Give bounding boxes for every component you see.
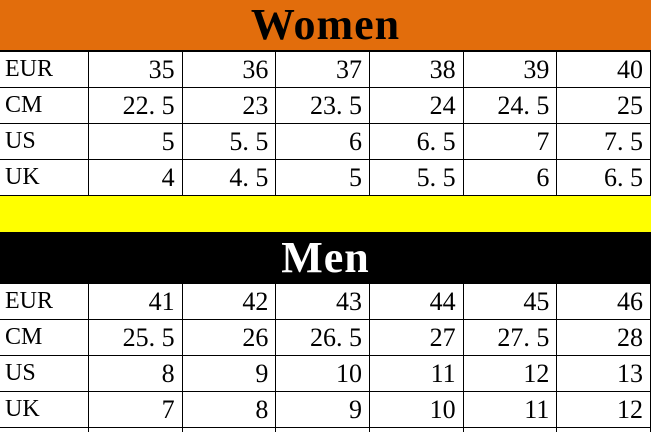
size-value-cell: 24. 5 bbox=[463, 88, 558, 124]
size-value-cell: 4 bbox=[89, 160, 183, 196]
size-row-women-cm: CM 22. 5 23 23. 5 24 24. 5 25 bbox=[0, 88, 651, 124]
row-label-cell: UK bbox=[0, 160, 89, 196]
size-value-cell: 9 bbox=[182, 356, 277, 392]
size-value-cell: 13 bbox=[557, 356, 651, 392]
size-value-cell: 42 bbox=[182, 284, 277, 320]
stub-cell bbox=[369, 428, 464, 432]
stub-cell bbox=[0, 428, 89, 432]
size-value-cell: 12 bbox=[463, 356, 558, 392]
size-value-cell: 24 bbox=[369, 88, 464, 124]
size-row-women-eur: EUR 35 36 37 38 39 40 bbox=[0, 52, 651, 88]
size-value-cell: 5. 5 bbox=[369, 160, 464, 196]
size-value-cell: 25 bbox=[557, 88, 651, 124]
size-row-men-uk: UK 7 8 9 10 11 12 bbox=[0, 392, 651, 428]
size-value-cell: 25. 5 bbox=[89, 320, 183, 356]
row-label-cell: CM bbox=[0, 88, 89, 124]
size-value-cell: 6. 5 bbox=[369, 124, 464, 160]
size-value-cell: 6 bbox=[276, 124, 370, 160]
size-value-cell: 27. 5 bbox=[463, 320, 558, 356]
size-value-cell: 8 bbox=[89, 356, 183, 392]
size-value-cell: 5 bbox=[89, 124, 183, 160]
size-value-cell: 27 bbox=[369, 320, 464, 356]
stub-cell bbox=[276, 428, 370, 432]
men-size-table: EUR 41 42 43 44 45 46 CM 25. 5 26 26. 5 … bbox=[0, 283, 651, 428]
size-value-cell: 38 bbox=[369, 52, 464, 88]
men-banner: Men bbox=[0, 232, 651, 283]
size-value-cell: 45 bbox=[463, 284, 558, 320]
row-label-cell: CM bbox=[0, 320, 89, 356]
size-value-cell: 41 bbox=[89, 284, 183, 320]
size-value-cell: 37 bbox=[276, 52, 370, 88]
size-value-cell: 28 bbox=[557, 320, 651, 356]
size-value-cell: 5 bbox=[276, 160, 370, 196]
size-row-men-eur: EUR 41 42 43 44 45 46 bbox=[0, 284, 651, 320]
women-section-title: Women bbox=[250, 0, 401, 49]
yellow-divider bbox=[0, 196, 651, 232]
size-value-cell: 6. 5 bbox=[557, 160, 651, 196]
size-value-cell: 11 bbox=[369, 356, 464, 392]
women-size-table: EUR 35 36 37 38 39 40 CM 22. 5 23 23. 5 … bbox=[0, 50, 651, 196]
size-value-cell: 5. 5 bbox=[182, 124, 277, 160]
size-value-cell: 8 bbox=[182, 392, 277, 428]
size-value-cell: 43 bbox=[276, 284, 370, 320]
size-row-men-us: US 8 9 10 11 12 13 bbox=[0, 356, 651, 392]
size-value-cell: 35 bbox=[89, 52, 183, 88]
size-value-cell: 7 bbox=[463, 124, 558, 160]
size-value-cell: 4. 5 bbox=[182, 160, 277, 196]
size-row-women-us: US 5 5. 5 6 6. 5 7 7. 5 bbox=[0, 124, 651, 160]
size-row-women-uk: UK 4 4. 5 5 5. 5 6 6. 5 bbox=[0, 160, 651, 196]
size-value-cell: 39 bbox=[463, 52, 558, 88]
row-label-cell: EUR bbox=[0, 52, 89, 88]
size-value-cell: 11 bbox=[463, 392, 558, 428]
size-value-cell: 7 bbox=[89, 392, 183, 428]
size-value-cell: 9 bbox=[276, 392, 370, 428]
stub-cell bbox=[182, 428, 277, 432]
size-value-cell: 6 bbox=[463, 160, 558, 196]
women-banner: Women bbox=[0, 0, 651, 50]
stub-cell bbox=[557, 428, 651, 432]
size-value-cell: 40 bbox=[557, 52, 651, 88]
size-value-cell: 12 bbox=[557, 392, 651, 428]
size-value-cell: 26. 5 bbox=[276, 320, 370, 356]
size-value-cell: 22. 5 bbox=[89, 88, 183, 124]
size-value-cell: 10 bbox=[369, 392, 464, 428]
stub-cell bbox=[463, 428, 558, 432]
size-value-cell: 23. 5 bbox=[276, 88, 370, 124]
row-label-cell: US bbox=[0, 124, 89, 160]
size-value-cell: 46 bbox=[557, 284, 651, 320]
row-label-cell: UK bbox=[0, 392, 89, 428]
size-value-cell: 26 bbox=[182, 320, 277, 356]
row-label-cell: US bbox=[0, 356, 89, 392]
size-value-cell: 7. 5 bbox=[557, 124, 651, 160]
size-value-cell: 36 bbox=[182, 52, 277, 88]
men-section-title: Men bbox=[281, 232, 370, 282]
size-value-cell: 10 bbox=[276, 356, 370, 392]
size-value-cell: 23 bbox=[182, 88, 277, 124]
size-value-cell: 44 bbox=[369, 284, 464, 320]
row-label-cell: EUR bbox=[0, 284, 89, 320]
size-row-men-cm: CM 25. 5 26 26. 5 27 27. 5 28 bbox=[0, 320, 651, 356]
stub-cell bbox=[89, 428, 183, 432]
cropped-row-stub bbox=[0, 428, 651, 432]
